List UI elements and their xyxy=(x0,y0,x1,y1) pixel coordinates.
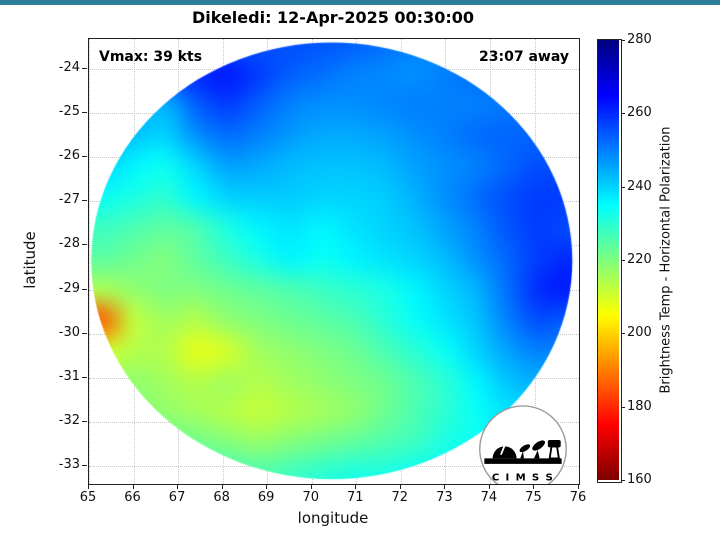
plot-title: Dikeledi: 12-Apr-2025 00:30:00 xyxy=(191,8,475,27)
vmax-annotation: Vmax: 39 kts xyxy=(99,49,203,65)
x-tickmark xyxy=(266,484,268,489)
y-tickmark xyxy=(82,420,87,422)
satellite-dish-icon-2 xyxy=(532,440,545,451)
colorbar-tickmark xyxy=(621,113,625,115)
water-tower-tank xyxy=(547,439,561,448)
x-tick-label: 71 xyxy=(346,490,364,505)
y-tick-label: -29 xyxy=(58,280,80,296)
y-tick-label: -27 xyxy=(58,192,80,208)
colorbar-tickmark xyxy=(621,406,625,408)
colorbar-tickmark xyxy=(621,480,625,481)
y-tickmark xyxy=(82,112,87,114)
y-tickmark xyxy=(82,200,87,202)
colorbar xyxy=(598,40,619,480)
colorbar-tick-label: 180 xyxy=(627,398,652,414)
x-tickmark xyxy=(355,484,357,489)
colorbar-tick-label: 280 xyxy=(627,32,652,47)
colorbar-tick-label: 200 xyxy=(627,325,652,341)
y-tick-label: -25 xyxy=(58,104,80,120)
x-tickmark xyxy=(132,484,134,489)
y-tickmark xyxy=(82,244,87,246)
y-axis-label: latitude xyxy=(21,231,39,289)
x-tickmark xyxy=(533,484,535,489)
x-tick-label: 65 xyxy=(79,490,97,505)
x-tick-label: 72 xyxy=(391,490,409,505)
window-top-edge xyxy=(0,0,720,5)
dish-stem xyxy=(520,451,524,459)
y-tick-label: -28 xyxy=(58,236,80,252)
x-tickmark xyxy=(88,484,89,489)
colorbar-tickmark xyxy=(621,260,625,261)
y-tick-label: -30 xyxy=(58,324,80,340)
colorbar-tick-label: 160 xyxy=(627,472,652,487)
y-tick-label: -32 xyxy=(58,412,80,428)
x-tick-label: 73 xyxy=(436,490,453,505)
logo-letters: C I M S S xyxy=(492,472,554,483)
colorbar-tick-label: 260 xyxy=(627,105,652,121)
y-tickmark xyxy=(82,464,87,466)
x-tick-label: 70 xyxy=(302,490,319,505)
y-tickmark xyxy=(82,288,87,290)
x-tick-label: 76 xyxy=(569,490,587,505)
y-tickmark xyxy=(82,67,87,69)
plot-area: Vmax: 39 kts 23:07 away C I M S S xyxy=(88,38,580,485)
x-tickmark xyxy=(444,484,446,489)
colorbar-tick-label: 220 xyxy=(627,252,652,267)
y-tickmark xyxy=(82,376,87,378)
y-tickmark xyxy=(82,156,87,158)
x-tickmark xyxy=(221,484,223,489)
dome-slit xyxy=(500,445,506,456)
observatory-dome-icon xyxy=(492,446,517,459)
x-tickmark xyxy=(578,484,579,489)
satellite-dish-icon xyxy=(519,444,531,453)
colorbar-border xyxy=(597,39,622,483)
y-tickmark xyxy=(82,332,87,334)
y-tick-label: -24 xyxy=(58,59,80,75)
x-tickmark xyxy=(488,484,490,489)
logo-ground xyxy=(484,458,562,464)
y-tick-label: -31 xyxy=(58,368,80,384)
x-tick-label: 68 xyxy=(213,490,230,505)
x-tick-label: 74 xyxy=(480,490,498,505)
colorbar-tick-label: 240 xyxy=(627,178,652,194)
brightness-temp-heatmap xyxy=(89,39,579,484)
x-tick-label: 67 xyxy=(168,490,186,505)
y-tick-label: -33 xyxy=(58,456,80,472)
x-axis-label: longitude xyxy=(297,509,369,527)
y-tick-label: -26 xyxy=(58,148,80,164)
x-tick-label: 75 xyxy=(525,490,542,505)
logo-circle xyxy=(479,405,567,484)
colorbar-tickmark xyxy=(621,186,625,188)
x-tick-label: 69 xyxy=(257,490,275,505)
cimss-logo: C I M S S xyxy=(479,405,567,484)
colorbar-tickmark xyxy=(621,333,625,335)
dish-stem-2 xyxy=(534,450,540,459)
x-tick-label: 66 xyxy=(124,490,141,505)
x-tickmark xyxy=(399,484,401,489)
x-tickmark xyxy=(310,484,312,489)
gridline-vertical xyxy=(579,39,580,484)
time-away-annotation: 23:07 away xyxy=(479,49,569,65)
colorbar-tickmark xyxy=(621,40,625,41)
x-tickmark xyxy=(177,484,179,489)
